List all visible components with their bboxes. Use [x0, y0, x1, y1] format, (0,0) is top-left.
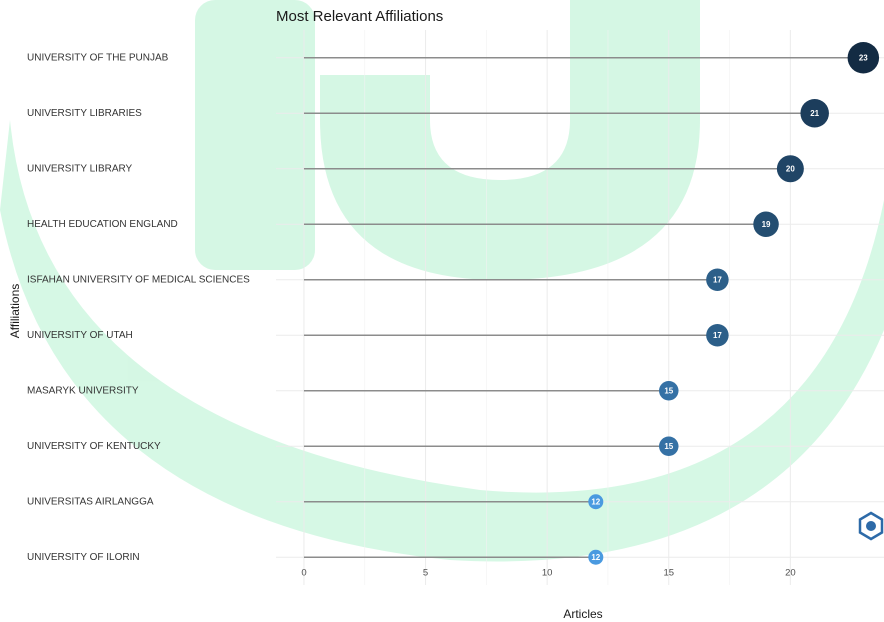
watermark: [0, 0, 884, 562]
value-label: 21: [810, 109, 819, 118]
watermark-shape: [320, 0, 700, 280]
value-label: 15: [664, 442, 673, 451]
y-tick-label: UNIVERSITY OF UTAH: [27, 330, 133, 341]
y-tick-label: UNIVERSITY OF ILORIN: [27, 552, 140, 563]
lollipop-dot: [706, 324, 729, 347]
y-tick-label: ISFAHAN UNIVERSITY OF MEDICAL SCIENCES: [27, 274, 250, 285]
watermark-shape: [0, 120, 884, 562]
lollipop-dot: [659, 436, 679, 456]
value-label: 20: [786, 164, 795, 173]
lollipop-dot: [847, 42, 880, 74]
y-tick-label: UNIVERSITY OF THE PUNJAB: [27, 52, 169, 63]
y-tick-label: MASARYK UNIVERSITY: [27, 385, 139, 396]
lollipop-dot: [588, 549, 604, 565]
y-tick-label: UNIVERSITY LIBRARY: [27, 163, 133, 174]
corner-icon: [858, 511, 884, 541]
value-label: 23: [859, 53, 868, 62]
x-tick-label: 5: [423, 568, 428, 579]
value-label: 19: [762, 220, 771, 229]
x-tick-label: 0: [301, 568, 306, 579]
value-label: 12: [591, 553, 600, 562]
x-tick-label: 20: [785, 568, 796, 579]
lollipop-dot: [776, 155, 804, 183]
x-axis-title: Articles: [563, 607, 602, 621]
watermark-shape: [195, 0, 315, 270]
y-tick-label: UNIVERSITY LIBRARIES: [27, 108, 142, 119]
lollipop-dot: [800, 99, 829, 128]
icon-dot: [866, 521, 876, 531]
y-tick-label: UNIVERSITAS AIRLANGGA: [27, 496, 154, 507]
x-tick-label: 15: [663, 568, 674, 579]
lollipop-dot: [588, 494, 604, 510]
lollipop-dot: [753, 211, 779, 237]
lollipop-dot: [659, 381, 679, 401]
value-label: 15: [664, 386, 673, 395]
value-label: 17: [713, 275, 722, 284]
y-tick-label: HEALTH EDUCATION ENGLAND: [27, 219, 178, 230]
y-axis-title: Affiliations: [8, 284, 22, 338]
lollipop-dot: [706, 268, 729, 291]
marks: UNIVERSITY OF THE PUNJAB 23 UNIVERSITY LIB…: [27, 42, 880, 565]
value-label: 17: [713, 331, 722, 340]
value-label: 12: [591, 497, 600, 506]
x-tick-label: 10: [542, 568, 553, 579]
y-tick-label: UNIVERSITY OF KENTUCKY: [27, 441, 161, 452]
chart-title: Most Relevant Affiliations: [276, 8, 443, 25]
